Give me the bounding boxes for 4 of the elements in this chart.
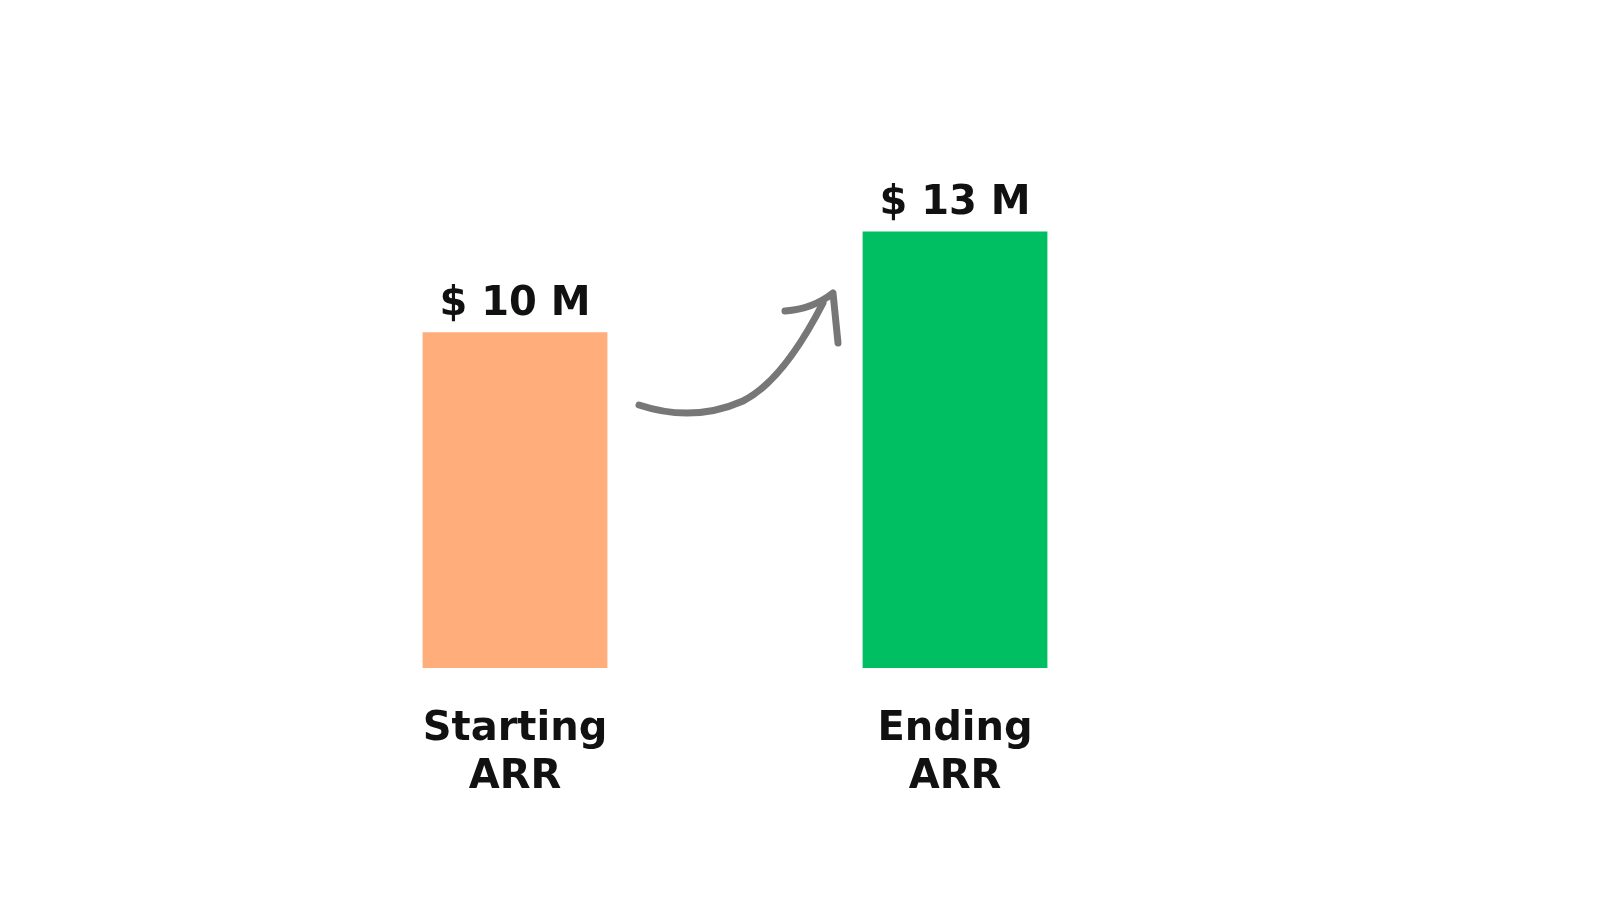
x-tick-label: Ending ARR bbox=[877, 703, 1033, 798]
data-label: $ 10 M bbox=[439, 277, 591, 324]
data-label: $ 13 M bbox=[879, 176, 1031, 223]
x-tick-label: Starting ARR bbox=[422, 703, 608, 798]
